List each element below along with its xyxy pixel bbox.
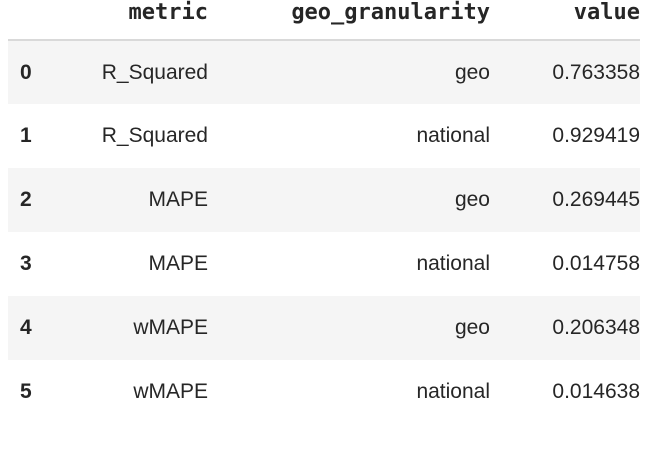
table-row: 3 MAPE national 0.014758 <box>8 232 640 296</box>
table-row: 1 R_Squared national 0.929419 <box>8 104 640 168</box>
cell-metric: MAPE <box>148 188 208 211</box>
table-row: 2 MAPE geo 0.269445 <box>8 168 640 232</box>
row-index-label: 0 <box>20 60 32 84</box>
table-row: 4 wMAPE geo 0.206348 <box>8 296 640 360</box>
cell-value: 0.014758 <box>552 252 640 275</box>
column-header-metric: metric <box>58 0 208 40</box>
table-header: metric geo_granularity value <box>8 0 640 40</box>
row-index-label: 4 <box>20 316 32 339</box>
table-row: 0 R_Squared geo 0.763358 <box>8 40 640 104</box>
cell-geo-granularity: geo <box>454 60 490 84</box>
cell-geo-granularity: national <box>416 124 490 147</box>
header-row: metric geo_granularity value <box>8 0 640 40</box>
cell-metric: wMAPE <box>133 380 208 403</box>
cell-geo-granularity: national <box>416 252 490 275</box>
cell-value: 0.763358 <box>552 60 640 84</box>
row-index-label: 5 <box>20 380 32 403</box>
row-index-label: 2 <box>20 188 32 211</box>
column-header-index <box>8 0 58 40</box>
cell-metric: MAPE <box>148 252 208 275</box>
cell-value: 0.206348 <box>552 316 640 339</box>
row-index-label: 3 <box>20 252 32 275</box>
cell-geo-granularity: geo <box>454 188 490 211</box>
column-header-geo-granularity: geo_granularity <box>208 0 490 40</box>
cell-value: 0.929419 <box>552 124 640 147</box>
cell-metric: R_Squared <box>101 60 208 84</box>
table-body: 0 R_Squared geo 0.763358 1 R_Squared nat… <box>8 40 640 424</box>
cell-geo-granularity: geo <box>454 316 490 339</box>
table-row: 5 wMAPE national 0.014638 <box>8 360 640 424</box>
cell-value: 0.014638 <box>552 380 640 403</box>
cell-metric: R_Squared <box>101 124 208 147</box>
cell-value: 0.269445 <box>552 188 640 211</box>
column-header-value: value <box>490 0 640 40</box>
cell-geo-granularity: national <box>416 380 490 403</box>
cell-metric: wMAPE <box>133 316 208 339</box>
row-index-label: 1 <box>20 124 32 147</box>
metrics-dataframe-table: metric geo_granularity value 0 R_Squared… <box>8 0 640 424</box>
